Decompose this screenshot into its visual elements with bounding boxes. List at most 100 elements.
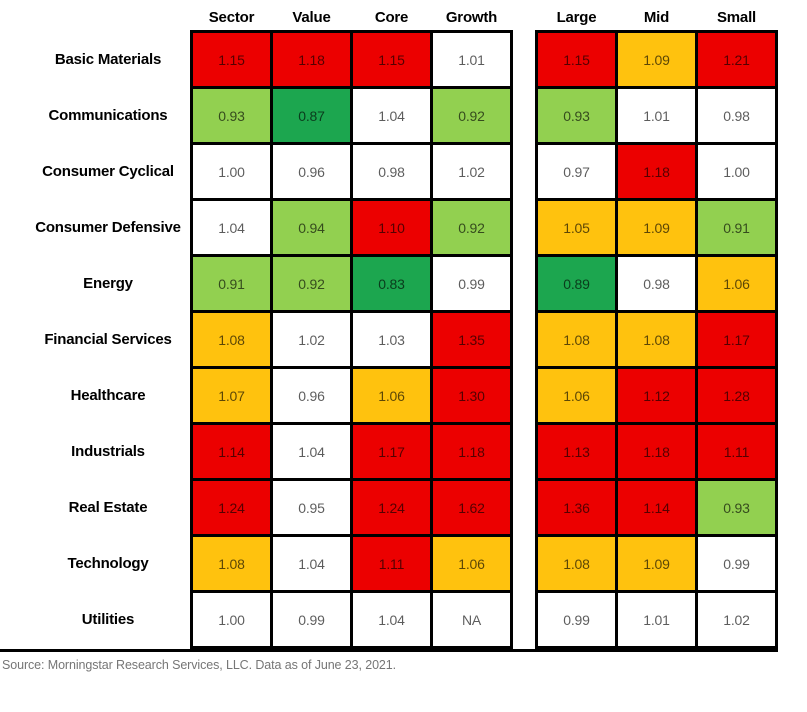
- heatmap-cell-size-r5-c0: 1.08: [538, 313, 615, 366]
- valuation-heatmap-page: Sector Value Core Growth Large Mid Small…: [0, 0, 778, 672]
- heatmap-cell-size-r2-c0: 0.97: [538, 145, 615, 198]
- heatmap-cell-style-r0-c0: 1.15: [193, 33, 270, 86]
- heatmap-cell-size-r4-c2: 1.06: [698, 257, 775, 310]
- heatmap-cell-style-r9-c0: 1.08: [193, 537, 270, 590]
- column-header-growth: Growth: [445, 8, 498, 26]
- heatmap-cell-size-r2-c2: 1.00: [698, 145, 775, 198]
- heatmap-cell-style-r4-c1: 0.92: [273, 257, 350, 310]
- column-headers-style-group: Sector Value Core Growth: [190, 0, 513, 30]
- column-header-large: Large: [556, 8, 597, 26]
- heatmap-cell-style-r3-c0: 1.04: [193, 201, 270, 254]
- heatmap-cell-style-r4-c3: 0.99: [433, 257, 510, 310]
- heatmap-cell-style-r7-c0: 1.14: [193, 425, 270, 478]
- heatmap-cell-style-r10-c3: NA: [433, 593, 510, 646]
- column-header-mid: Mid: [643, 8, 670, 26]
- heatmap-cell-style-r1-c0: 0.93: [193, 89, 270, 142]
- heatmap-cell-size-r0-c1: 1.09: [618, 33, 695, 86]
- heatmap-cell-style-r2-c1: 0.96: [273, 145, 350, 198]
- heatmap-cell-style-r5-c3: 1.35: [433, 313, 510, 366]
- row-label-technology: Technology: [67, 555, 149, 572]
- heatmap-cell-style-r8-c3: 1.62: [433, 481, 510, 534]
- heatmap-cell-size-r1-c1: 1.01: [618, 89, 695, 142]
- heatmap-cell-style-r3-c3: 0.92: [433, 201, 510, 254]
- heatmap-cell-size-r6-c2: 1.28: [698, 369, 775, 422]
- row-labels-column: Basic Materials Communications Consumer Cy…: [0, 30, 190, 649]
- heatmap-cell-style-r6-c3: 1.30: [433, 369, 510, 422]
- heatmap-cell-style-r10-c0: 1.00: [193, 593, 270, 646]
- heatmap-cell-size-r3-c0: 1.05: [538, 201, 615, 254]
- heatmap-cell-size-r3-c1: 1.09: [618, 201, 695, 254]
- heatmap-cell-style-r2-c2: 0.98: [353, 145, 430, 198]
- heatmap-cell-size-r8-c0: 1.36: [538, 481, 615, 534]
- column-headers-size-group: Large Mid Small: [535, 0, 778, 30]
- row-label-financial-services: Financial Services: [44, 331, 172, 348]
- heatmap-cell-style-r7-c3: 1.18: [433, 425, 510, 478]
- heatmap-cell-style-r0-c3: 1.01: [433, 33, 510, 86]
- row-label-basic-materials: Basic Materials: [54, 51, 162, 68]
- footer-divider-line: [0, 649, 778, 652]
- row-label-healthcare: Healthcare: [70, 387, 146, 404]
- heatmap-cell-size-r6-c1: 1.12: [618, 369, 695, 422]
- heatmap-cell-style-r0-c2: 1.15: [353, 33, 430, 86]
- heatmap-cell-size-r6-c0: 1.06: [538, 369, 615, 422]
- heatmap-cell-style-r9-c2: 1.11: [353, 537, 430, 590]
- heatmap-cell-size-r9-c0: 1.08: [538, 537, 615, 590]
- heatmap-cell-style-r8-c0: 1.24: [193, 481, 270, 534]
- heatmap-layout: Sector Value Core Growth Large Mid Small…: [0, 0, 778, 649]
- heatmap-cell-style-r9-c3: 1.06: [433, 537, 510, 590]
- heatmap-cell-size-r5-c2: 1.17: [698, 313, 775, 366]
- heatmap-cell-size-r1-c2: 0.98: [698, 89, 775, 142]
- heatmap-cell-size-r7-c1: 1.18: [618, 425, 695, 478]
- row-label-consumer-defensive: Consumer Defensive: [35, 219, 181, 236]
- heatmap-cell-style-r5-c0: 1.08: [193, 313, 270, 366]
- column-header-small: Small: [716, 8, 757, 26]
- heatmap-cell-style-r1-c3: 0.92: [433, 89, 510, 142]
- heatmap-cell-size-r10-c2: 1.02: [698, 593, 775, 646]
- heatmap-cell-size-r5-c1: 1.08: [618, 313, 695, 366]
- heatmap-cell-style-r3-c2: 1.10: [353, 201, 430, 254]
- heatmap-cell-size-r0-c0: 1.15: [538, 33, 615, 86]
- heatmap-cell-size-r4-c1: 0.98: [618, 257, 695, 310]
- heatmap-cell-size-r1-c0: 0.93: [538, 89, 615, 142]
- heatmap-cell-style-r7-c1: 1.04: [273, 425, 350, 478]
- heatmap-cell-style-r1-c1: 0.87: [273, 89, 350, 142]
- heatmap-cell-size-r8-c1: 1.14: [618, 481, 695, 534]
- heatmap-cell-size-r7-c0: 1.13: [538, 425, 615, 478]
- heatmap-cell-style-r5-c1: 1.02: [273, 313, 350, 366]
- column-header-value: Value: [292, 8, 331, 26]
- heatmap-cell-style-r10-c1: 0.99: [273, 593, 350, 646]
- heatmap-cell-style-r6-c1: 0.96: [273, 369, 350, 422]
- source-note: Source: Morningstar Research Services, L…: [2, 658, 397, 672]
- heatmap-cell-size-r9-c2: 0.99: [698, 537, 775, 590]
- row-label-energy: Energy: [83, 275, 133, 292]
- corner-spacer: [0, 0, 190, 30]
- heatmap-cell-size-r2-c1: 1.18: [618, 145, 695, 198]
- table-gap-spacer: [513, 30, 535, 649]
- row-label-real-estate: Real Estate: [68, 499, 148, 516]
- heatmap-cell-style-r8-c2: 1.24: [353, 481, 430, 534]
- header-gap-spacer: [513, 0, 535, 30]
- heatmap-cell-style-r0-c1: 1.18: [273, 33, 350, 86]
- row-label-industrials: Industrials: [71, 443, 145, 460]
- heatmap-cell-style-r10-c2: 1.04: [353, 593, 430, 646]
- heatmap-cell-size-r8-c2: 0.93: [698, 481, 775, 534]
- heatmap-cell-style-r3-c1: 0.94: [273, 201, 350, 254]
- heatmap-cell-style-r4-c0: 0.91: [193, 257, 270, 310]
- heatmap-cell-style-r2-c3: 1.02: [433, 145, 510, 198]
- row-label-communications: Communications: [48, 107, 168, 124]
- heatmap-cell-style-r1-c2: 1.04: [353, 89, 430, 142]
- row-label-consumer-cyclical: Consumer Cyclical: [42, 163, 174, 180]
- heatmap-table-style: 1.15 1.18 1.15 1.01 0.93 0.87 1.04 0.92 1.00 0.96…: [190, 30, 513, 649]
- heatmap-cell-style-r2-c0: 1.00: [193, 145, 270, 198]
- heatmap-cell-style-r4-c2: 0.83: [353, 257, 430, 310]
- heatmap-cell-size-r10-c0: 0.99: [538, 593, 615, 646]
- column-header-sector: Sector: [208, 8, 255, 26]
- heatmap-cell-style-r6-c0: 1.07: [193, 369, 270, 422]
- heatmap-cell-style-r6-c2: 1.06: [353, 369, 430, 422]
- heatmap-cell-style-r7-c2: 1.17: [353, 425, 430, 478]
- heatmap-cell-style-r8-c1: 0.95: [273, 481, 350, 534]
- heatmap-cell-style-r5-c2: 1.03: [353, 313, 430, 366]
- heatmap-cell-size-r9-c1: 1.09: [618, 537, 695, 590]
- heatmap-cell-size-r4-c0: 0.89: [538, 257, 615, 310]
- heatmap-cell-size-r7-c2: 1.11: [698, 425, 775, 478]
